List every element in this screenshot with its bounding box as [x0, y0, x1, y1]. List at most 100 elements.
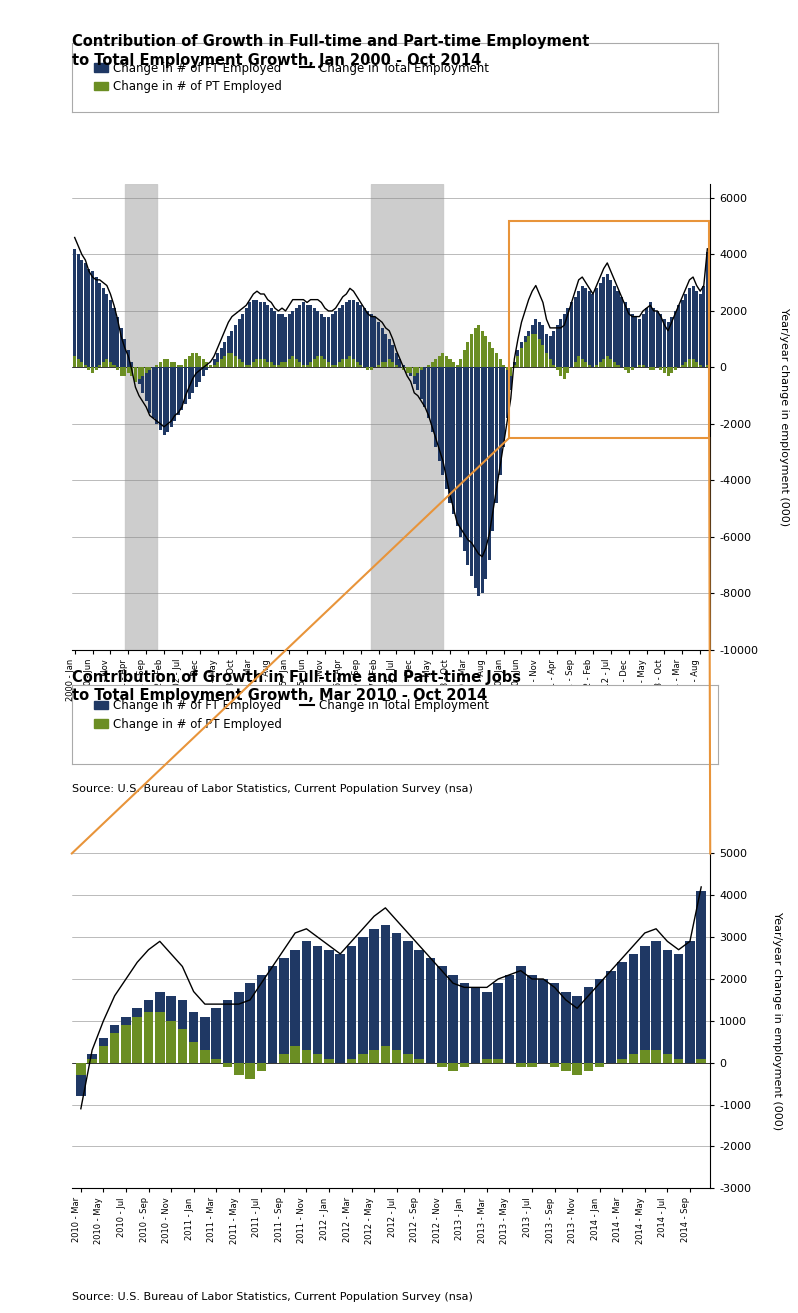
Bar: [466, 368, 469, 565]
Bar: [520, 348, 523, 368]
Bar: [137, 368, 140, 385]
Bar: [212, 358, 215, 368]
Bar: [155, 991, 164, 1062]
Bar: [595, 289, 598, 368]
Bar: [198, 368, 201, 382]
Bar: [200, 1050, 210, 1062]
Bar: [431, 368, 433, 432]
Bar: [493, 1058, 503, 1062]
Bar: [227, 336, 230, 368]
Bar: [134, 368, 137, 373]
Bar: [298, 306, 302, 368]
Bar: [535, 334, 537, 368]
Bar: [482, 1058, 492, 1062]
Bar: [313, 358, 316, 368]
Text: Source: U.S. Bureau of Labor Statistics, Current Population Survey (nsa): Source: U.S. Bureau of Labor Statistics,…: [72, 1292, 472, 1302]
Bar: [459, 368, 462, 537]
Bar: [381, 1046, 390, 1062]
Bar: [349, 356, 351, 368]
Bar: [223, 1062, 232, 1067]
Bar: [559, 368, 563, 376]
Bar: [424, 368, 426, 407]
Bar: [267, 362, 269, 368]
Bar: [659, 314, 662, 368]
Bar: [642, 314, 645, 368]
Bar: [509, 368, 512, 390]
Bar: [420, 368, 423, 370]
Bar: [99, 1037, 109, 1062]
Bar: [202, 358, 205, 368]
Bar: [279, 1054, 289, 1062]
Bar: [441, 368, 444, 475]
Bar: [238, 358, 241, 368]
Bar: [144, 1012, 153, 1062]
Bar: [284, 362, 287, 368]
Bar: [334, 311, 337, 368]
Bar: [166, 368, 169, 432]
Bar: [702, 285, 705, 368]
Bar: [502, 368, 505, 446]
Bar: [302, 941, 311, 1062]
Bar: [545, 353, 548, 368]
Bar: [417, 368, 419, 390]
Bar: [155, 1012, 164, 1062]
Bar: [448, 368, 452, 503]
Bar: [120, 328, 123, 368]
Bar: [170, 362, 172, 368]
Bar: [459, 358, 462, 368]
Bar: [427, 365, 430, 368]
Bar: [248, 365, 251, 368]
Bar: [523, 336, 527, 368]
Bar: [327, 362, 330, 368]
Bar: [130, 368, 133, 376]
Bar: [132, 1008, 142, 1062]
Bar: [456, 368, 459, 525]
Bar: [685, 294, 687, 368]
Bar: [306, 306, 309, 368]
Bar: [666, 322, 670, 368]
Bar: [177, 368, 180, 415]
Bar: [88, 368, 90, 370]
Bar: [574, 297, 577, 368]
Bar: [391, 362, 394, 368]
Bar: [492, 368, 495, 532]
Bar: [144, 368, 148, 373]
Bar: [448, 974, 458, 1062]
Bar: [110, 1033, 120, 1062]
Bar: [245, 983, 255, 1062]
Bar: [91, 368, 94, 373]
Bar: [405, 368, 409, 373]
Bar: [623, 368, 626, 370]
Bar: [403, 941, 413, 1062]
Bar: [572, 995, 582, 1062]
Bar: [245, 365, 247, 368]
Bar: [420, 368, 423, 399]
Bar: [377, 365, 380, 368]
Bar: [492, 348, 495, 368]
Bar: [413, 368, 416, 385]
Bar: [448, 1062, 458, 1071]
Bar: [470, 368, 473, 576]
Bar: [105, 294, 109, 368]
Bar: [452, 362, 455, 368]
Bar: [231, 353, 234, 368]
Bar: [499, 358, 502, 368]
Bar: [649, 368, 652, 370]
Bar: [209, 365, 212, 368]
Bar: [431, 362, 433, 368]
Bar: [473, 368, 476, 588]
Legend: Change in # of FT Employed, Change in # of PT Employed, Change in Total Employme: Change in # of FT Employed, Change in # …: [91, 695, 492, 734]
Bar: [697, 892, 706, 1062]
Bar: [482, 991, 492, 1062]
Bar: [216, 362, 219, 368]
Bar: [638, 319, 641, 368]
Bar: [645, 309, 648, 368]
Bar: [102, 289, 105, 368]
Bar: [409, 368, 413, 376]
Bar: [445, 356, 448, 368]
Bar: [148, 368, 152, 370]
Bar: [484, 336, 488, 368]
Bar: [198, 356, 201, 368]
Bar: [402, 365, 405, 368]
Bar: [409, 368, 413, 373]
